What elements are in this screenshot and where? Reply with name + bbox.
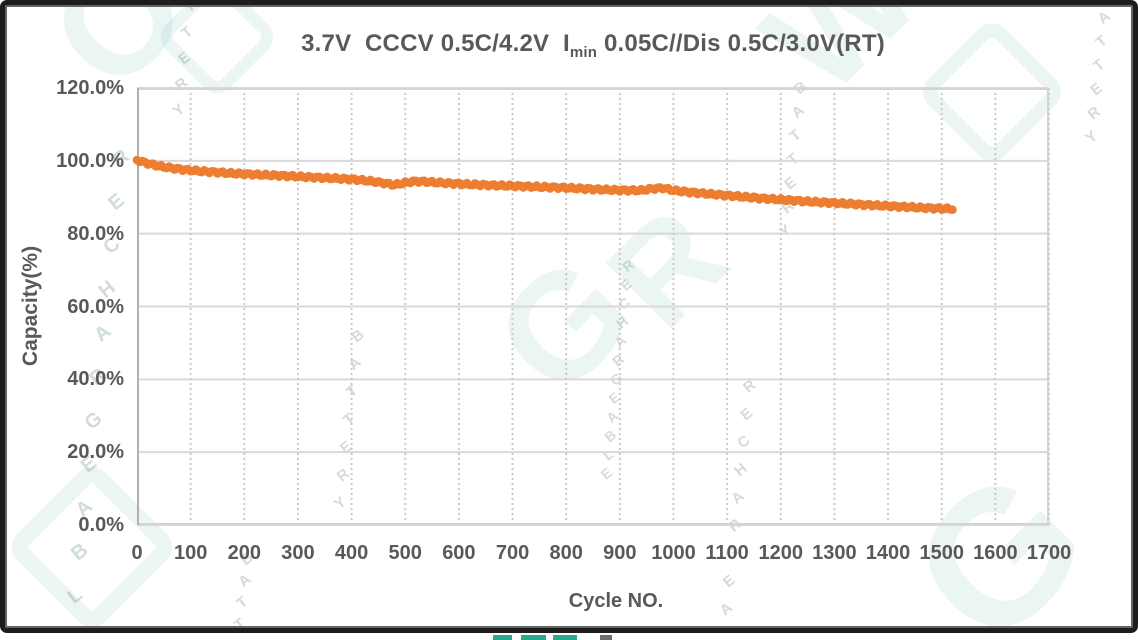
y-tick-label: 20.0% [67,441,124,464]
chart-title-pre: 3.7V CCCV 0.5C/4.2V I [301,30,570,57]
x-tick-label: 1000 [651,542,696,564]
x-tick-label: 0 [131,542,143,564]
x-tick-label: 200 [227,542,261,564]
y-tick-label: 0.0% [78,514,124,536]
y-tick-label: 120.0% [56,77,124,99]
chart-title-subscript: min [569,43,598,61]
chart-title: 3.7V CCCV 0.5C/4.2V Imin 0.05C//Dis 0.5C… [137,30,1049,61]
watermark-letter: E [1087,79,1106,100]
watermark-letter: R [1084,103,1104,124]
watermark-letter: Y [1082,127,1101,147]
data-point [948,205,957,214]
watermark-letter: T [1092,32,1111,52]
x-tick-label: 500 [388,542,422,564]
x-tick-label: 300 [281,542,315,564]
y-tick-label: 40.0% [67,368,124,391]
plot-area [132,87,1050,526]
capacity-series [132,155,957,214]
x-tick-label: 1400 [865,542,911,564]
chart-title-post: 0.05C//Dis 0.5C/3.0V(RT) [597,30,885,57]
y-tick-label: 60.0% [67,295,124,318]
watermark-letter: A [1094,7,1114,28]
x-axis-title: Cycle NO. [568,590,664,612]
x-tick-label: 1200 [758,542,804,564]
x-tick-label: 800 [549,542,583,564]
x-tick-label: 1500 [919,542,964,564]
x-tick-label: 1600 [973,542,1018,564]
watermark-letter: T [180,0,199,17]
x-tick-label: 400 [334,542,369,564]
footer-logo-strip [0,633,1138,640]
watermark-letter: T [1090,56,1109,76]
y-tick-label: 80.0% [67,222,124,245]
y-tick-label: 100.0% [56,149,124,172]
watermark-letter: B [1095,0,1119,7]
x-tick-label: 1300 [812,542,857,564]
x-tick-label: 600 [442,542,476,564]
x-tick-label: 1100 [705,542,749,564]
x-tick-label: 900 [603,542,637,564]
watermark-letter: G [80,407,107,435]
x-tick-label: 700 [495,542,530,564]
x-tick-label: 1700 [1026,542,1072,564]
footer-logo-segment [521,635,546,640]
footer-logo-segment [553,635,577,640]
plot-svg [132,87,1050,526]
footer-logo-segment [493,635,512,640]
footer-logo-segment [600,635,612,640]
watermark-letter: E [104,189,129,215]
watermark-letter: L [63,583,87,609]
x-tick-label: 100 [173,542,208,564]
